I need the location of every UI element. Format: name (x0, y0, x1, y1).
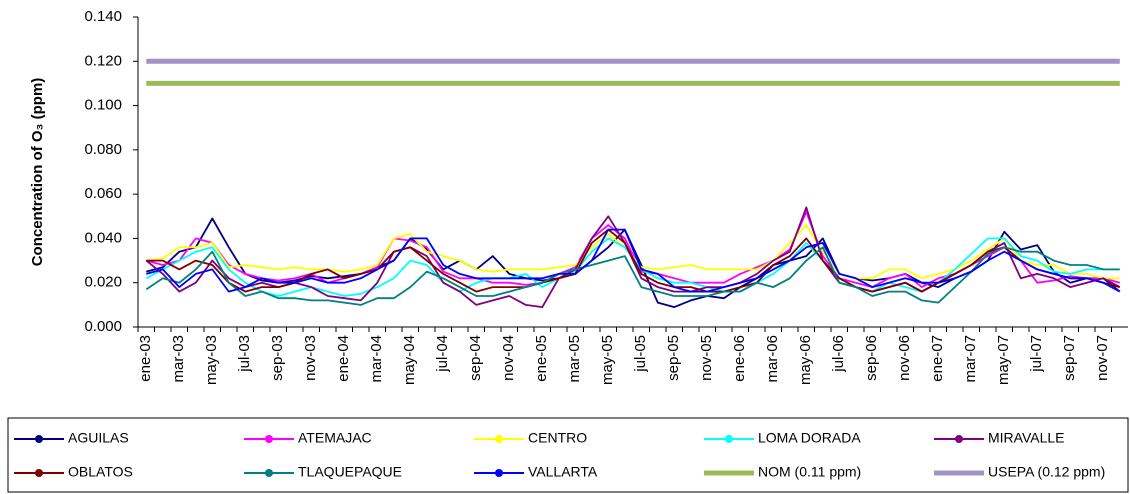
legend-label: ATEMAJAC (298, 430, 372, 446)
y-tick-label: 0.100 (84, 97, 122, 114)
x-tick-label: may-06 (797, 335, 814, 385)
x-tick-label: may-03 (203, 335, 220, 385)
y-tick-label: 0.020 (84, 274, 122, 291)
series-line (146, 228, 1121, 293)
x-tick-label: may-05 (599, 335, 616, 385)
x-tick-label: ene-05 (533, 335, 550, 382)
x-tick-label: may-04 (401, 335, 418, 385)
x-tick-label: sep-04 (467, 335, 484, 381)
legend-label: TLAQUEPAQUE (298, 464, 402, 480)
series-line (145, 246, 1120, 306)
x-tick-label: mar-07 (962, 335, 979, 383)
legend-marker (955, 435, 963, 443)
x-tick-label: jul-04 (434, 335, 451, 373)
x-tick-label: sep-06 (863, 335, 880, 381)
legend-label: NOM (0.11 ppm) (758, 464, 861, 480)
legend-marker (265, 435, 273, 443)
x-tick-label: may-07 (995, 335, 1012, 385)
legend-label: OBLATOS (68, 464, 133, 480)
x-tick-label: mar-04 (368, 335, 385, 383)
legend-label: LOMA DORADA (758, 430, 861, 446)
y-tick-label: 0.080 (84, 141, 122, 158)
x-tick-label: mar-05 (566, 335, 583, 383)
legend-marker (725, 435, 733, 443)
x-tick-label: mar-03 (170, 335, 187, 383)
legend-label: MIRAVALLE (988, 430, 1065, 446)
legend-marker (495, 435, 503, 443)
legend-marker (35, 469, 43, 477)
legend-box (7, 417, 1129, 493)
x-tick-label: sep-05 (665, 335, 682, 381)
x-tick-label: ene-04 (335, 335, 352, 382)
legend-label: USEPA (0.12 ppm) (988, 464, 1105, 480)
x-tick-label: nov-03 (302, 335, 319, 381)
legend-label: AGUILAS (68, 430, 129, 446)
y-tick-label: 0.120 (84, 52, 122, 69)
legend-marker (35, 435, 43, 443)
x-tick-label: ene-03 (137, 335, 154, 382)
x-tick-label: nov-05 (698, 335, 715, 381)
legend-label: CENTRO (528, 430, 587, 446)
x-tick-label: sep-03 (269, 335, 286, 381)
x-tick-label: jul-03 (236, 335, 253, 373)
y-axis-title: Concentration of O₃ (ppm) (29, 78, 46, 267)
x-tick-label: nov-04 (500, 335, 517, 381)
x-tick-label: mar-06 (764, 335, 781, 383)
y-tick-label: 0.140 (84, 8, 122, 25)
y-tick-label: 0.040 (84, 229, 122, 246)
legend-marker (495, 469, 503, 477)
x-tick-label: ene-07 (929, 335, 946, 382)
x-tick-label: nov-07 (1094, 335, 1111, 381)
y-tick-label: 0.000 (84, 318, 122, 335)
x-tick-label: jul-05 (632, 335, 649, 373)
legend-label: VALLARTA (528, 464, 598, 480)
x-tick-label: nov-06 (896, 335, 913, 381)
x-tick-label: jul-06 (830, 335, 847, 373)
x-tick-label: ene-06 (731, 335, 748, 382)
legend-marker (265, 469, 273, 477)
x-tick-label: jul-07 (1028, 335, 1045, 373)
y-tick-label: 0.060 (84, 185, 122, 202)
series-line (146, 228, 1121, 293)
x-tick-label: sep-07 (1061, 335, 1078, 381)
